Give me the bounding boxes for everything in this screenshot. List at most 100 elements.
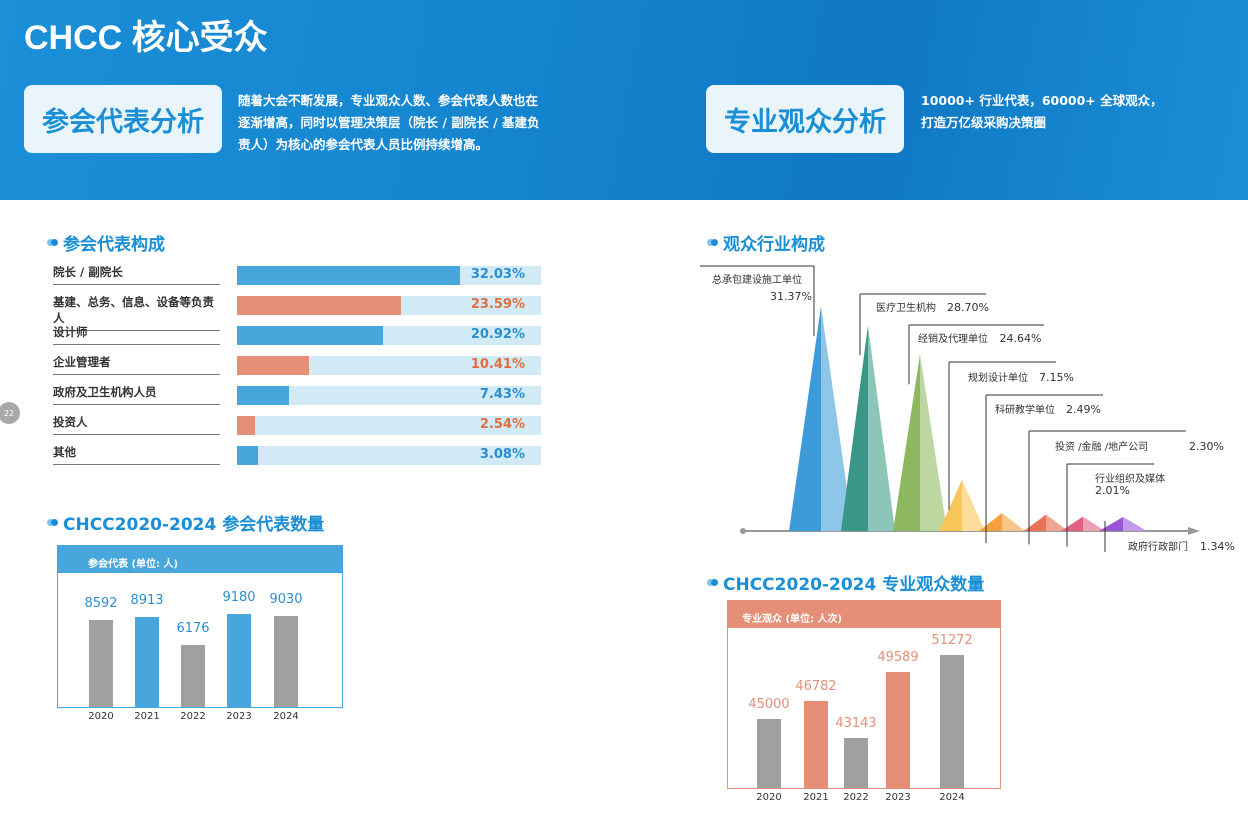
row-label: 投资人: [53, 414, 220, 435]
bar: [89, 620, 113, 707]
bar-track: 32.03%: [237, 266, 541, 285]
callout-label: 科研教学单位: [995, 403, 1055, 416]
bar-fill: [237, 266, 460, 285]
peak-left: [939, 479, 962, 531]
bar-value-label: 10.41%: [470, 357, 525, 372]
bullet-icon: [707, 238, 718, 247]
bar-value-label: 8592: [84, 596, 118, 612]
arrow-icon: [1188, 527, 1200, 535]
heading-text: 参会代表构成: [63, 235, 165, 255]
x-tick-label: 2021: [134, 711, 160, 722]
callout-label: 经销及代理单位: [918, 332, 988, 345]
callout-label: 1.34%: [1200, 540, 1235, 553]
bar: [135, 616, 159, 707]
bar-value-label: 46782: [795, 678, 837, 694]
x-tick-label: 2020: [88, 711, 114, 722]
bar: [804, 700, 828, 788]
bar-fill: [237, 356, 310, 375]
bar-track: 2.54%: [237, 416, 541, 435]
bar: [886, 672, 910, 788]
bar-track: 3.08%: [237, 446, 541, 465]
bar: [181, 644, 205, 707]
bar-track: 23.59%: [237, 296, 541, 315]
peak-left: [789, 306, 821, 531]
x-tick-label: 2023: [885, 792, 911, 803]
bar-value-label: 8913: [130, 592, 164, 608]
callout-label: 2.49%: [1066, 403, 1101, 416]
delegate-composition-heading: 参会代表构成: [47, 230, 165, 255]
bar-value-label: 23.59%: [470, 297, 525, 312]
visitor-count-heading: CHCC2020-2024 专业观众数量: [707, 570, 984, 595]
bar-track: 7.43%: [237, 386, 541, 405]
x-tick-label: 2020: [756, 792, 782, 803]
callout-label: 2.30%: [1189, 440, 1224, 453]
callout-label: 2.01%: [1095, 484, 1130, 497]
visitors-analysis-box: 专业观众分析: [706, 85, 904, 153]
page-title: CHCC 核心受众: [24, 19, 268, 57]
intro-line: 随着大会不断发展，专业观众人数、参会代表人数也在: [238, 93, 539, 108]
bar: [227, 614, 251, 707]
peak-left: [1024, 514, 1046, 531]
peak-right: [962, 479, 985, 531]
intro-line: 责人）为核心的参会代表人员比例持续增高。: [238, 137, 489, 152]
peak-right: [868, 325, 895, 531]
bar-track: 20.92%: [237, 326, 541, 345]
bar-value-label: 3.08%: [479, 447, 525, 462]
row-label: 企业管理者: [53, 354, 220, 375]
axis-origin: [740, 528, 746, 534]
bar-value-label: 9180: [222, 590, 256, 606]
peak-right: [920, 354, 947, 531]
bar-value-label: 43143: [835, 715, 877, 731]
x-tick-label: 2022: [180, 711, 206, 722]
callout-label: 24.64%: [1000, 332, 1042, 345]
industry-composition-heading: 观众行业构成: [707, 230, 825, 255]
bar-fill: [237, 416, 255, 435]
peak-left: [979, 513, 1002, 531]
callout-label: 总承包建设施工单位: [712, 273, 802, 286]
delegate-count-chart: 参会代表 (单位: 人): [57, 545, 343, 708]
x-tick-label: 2024: [273, 711, 299, 722]
callout-label: 28.70%: [947, 301, 989, 314]
row-label: 政府及卫生机构人员: [53, 384, 220, 405]
intro-line: 10000+ 行业代表，60000+ 全球观众，: [921, 93, 1163, 108]
bar-fill: [237, 446, 259, 465]
bar-fill: [237, 326, 383, 345]
bar-value-label: 49589: [877, 650, 919, 666]
visitors-intro: 10000+ 行业代表，60000+ 全球观众， 打造万亿级采购决策圈: [921, 90, 1163, 134]
row-label: 设计师: [53, 324, 220, 345]
bar-value-label: 45000: [748, 696, 790, 712]
row-label: 基建、总务、信息、设备等负责人: [53, 294, 220, 331]
x-tick-label: 2024: [939, 792, 965, 803]
bar-fill: [237, 386, 289, 405]
callout-label: 行业组织及媒体: [1095, 472, 1165, 485]
delegates-intro: 随着大会不断发展，专业观众人数、参会代表人数也在 逐渐增高，同时以管理决策层（院…: [238, 90, 540, 156]
peak-left: [1061, 516, 1083, 531]
bar-value-label: 51272: [931, 633, 973, 649]
peak-right: [1046, 514, 1068, 531]
intro-line: 逐渐增高，同时以管理决策层（院长 / 副院长 / 基建负: [238, 115, 540, 130]
callout-label: 政府行政部门: [1128, 540, 1188, 553]
bar-value-label: 6176: [176, 620, 210, 636]
bar: [940, 655, 964, 788]
chart-legend: 参会代表 (单位: 人): [58, 546, 342, 573]
peak-left: [1099, 517, 1123, 531]
callout-label: 7.15%: [1039, 371, 1074, 384]
peak-right: [1083, 516, 1105, 531]
bar-value-label: 7.43%: [479, 387, 525, 402]
callout-label: 投资 /金融 /地产公司: [1055, 440, 1148, 453]
row-label: 其他: [53, 444, 220, 465]
peak-right: [821, 306, 853, 531]
page-number: 22: [0, 402, 20, 424]
peak-right: [1123, 517, 1147, 531]
bullet-icon: [47, 518, 58, 527]
bar-value-label: 20.92%: [470, 327, 525, 342]
heading-text: CHCC2020-2024 参会代表数量: [63, 515, 325, 535]
bar-value-label: 32.03%: [470, 267, 525, 282]
bar: [844, 737, 868, 788]
delegates-analysis-box: 参会代表分析: [24, 85, 222, 153]
bar-value-label: 2.54%: [479, 417, 525, 432]
visitor-count-chart: 专业观众 (单位: 人次): [727, 600, 1001, 789]
peak-left: [841, 325, 868, 531]
heading-text: 观众行业构成: [723, 235, 825, 255]
